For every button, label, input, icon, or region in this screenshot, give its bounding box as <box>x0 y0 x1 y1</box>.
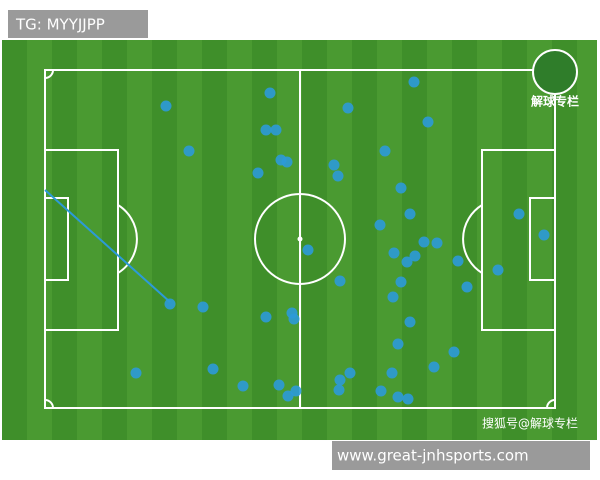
action-dot <box>492 264 504 276</box>
action-dot <box>260 311 272 323</box>
action-dot <box>404 208 416 220</box>
action-dot <box>183 145 195 157</box>
site-text: www.great-jnhsports.com <box>337 447 529 465</box>
action-dot <box>379 145 391 157</box>
site-box <box>332 441 590 470</box>
action-dot <box>448 346 460 358</box>
action-dot <box>401 256 413 268</box>
action-dot <box>418 236 430 248</box>
tag-text: TG: MYYJJPP <box>15 16 105 34</box>
logo-label: 解球专栏 <box>531 94 579 109</box>
action-dot <box>388 247 400 259</box>
action-dot <box>387 291 399 303</box>
action-dot <box>386 367 398 379</box>
action-dot <box>282 390 294 402</box>
action-dot <box>408 76 420 88</box>
action-dot <box>395 276 407 288</box>
action-dot <box>207 363 219 375</box>
action-dot <box>333 384 345 396</box>
action-dot <box>130 367 142 379</box>
action-dot <box>402 393 414 405</box>
action-dot <box>392 391 404 403</box>
action-dot <box>290 385 302 397</box>
action-dot <box>538 229 550 241</box>
action-dot <box>332 170 344 182</box>
action-dot <box>260 124 272 136</box>
action-dot <box>288 313 300 325</box>
action-dot <box>160 100 172 112</box>
action-dot <box>164 298 176 310</box>
pitch-lines <box>44 69 556 409</box>
logo-icon <box>532 49 578 95</box>
action-dot <box>328 159 340 171</box>
action-dot <box>281 156 293 168</box>
action-dot <box>452 255 464 267</box>
action-dot <box>252 167 264 179</box>
action-dot <box>374 219 386 231</box>
action-dot <box>342 102 354 114</box>
action-dot <box>431 237 443 249</box>
action-dot <box>513 208 525 220</box>
action-dot <box>409 250 421 262</box>
action-dot <box>422 116 434 128</box>
action-dot <box>404 316 416 328</box>
action-dot <box>334 275 346 287</box>
action-dots <box>130 76 550 405</box>
action-dot <box>395 182 407 194</box>
action-dot <box>237 380 249 392</box>
tag-box <box>8 10 148 38</box>
action-dot <box>392 338 404 350</box>
action-dot <box>461 281 473 293</box>
action-dot <box>344 367 356 379</box>
action-dot <box>375 385 387 397</box>
action-dot <box>273 379 285 391</box>
credit: 搜狐号@解球专栏 <box>482 416 578 431</box>
action-dot <box>302 244 314 256</box>
action-dot <box>270 124 282 136</box>
action-dot <box>197 301 209 313</box>
action-dot <box>264 87 276 99</box>
pass-line <box>44 189 171 303</box>
action-dot <box>428 361 440 373</box>
action-dot <box>334 374 346 386</box>
